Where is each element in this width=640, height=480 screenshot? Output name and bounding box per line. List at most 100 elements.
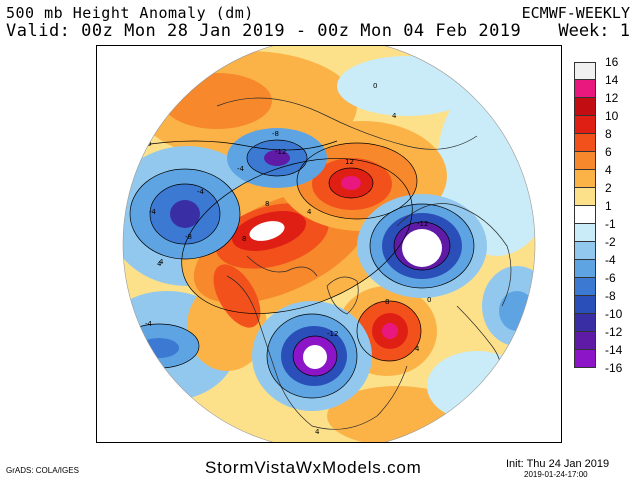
colorbar-swatch	[574, 80, 596, 98]
contour-label: 8	[385, 298, 389, 306]
colorbar-swatch	[574, 134, 596, 152]
contour-label: 8	[242, 235, 246, 243]
coastline-alaska	[246, 255, 318, 277]
contour-label: 0	[373, 82, 377, 90]
trough-north-core	[264, 150, 290, 166]
colorbar-label: 2	[605, 181, 612, 195]
contour-label: -12	[417, 220, 428, 228]
ridge-west-max	[249, 221, 285, 241]
zone-cool-lowright-core	[499, 291, 535, 331]
coastline-asia-north	[216, 97, 478, 150]
contour-trough-na-inner	[292, 335, 338, 377]
contour-trough-na	[266, 313, 358, 399]
contour-label: 4	[415, 345, 420, 353]
anomaly-map: 0 4 -8 -12 12 8 4 -4 -8 -12 8 4 0 -4 -12…	[122, 46, 536, 442]
contour-label: 8	[265, 200, 269, 208]
contour-zero-line	[136, 140, 338, 151]
run-timestamp: 2019-01-24-17:00	[524, 470, 588, 479]
contour-label: -8	[185, 233, 192, 241]
contour-label: -8	[272, 130, 279, 138]
valid-period: Valid: 00z Mon 28 Jan 2019 - 00z Mon 04 …	[6, 21, 522, 41]
contour-label: -12	[327, 330, 338, 338]
colorbar-swatch	[574, 116, 596, 134]
contour-ridge-chain	[181, 158, 413, 314]
colorbar-swatch	[574, 206, 596, 224]
coastline-greenland	[326, 276, 359, 315]
trough-asia-min	[402, 229, 442, 267]
contour-label: 12	[345, 158, 354, 166]
week-label: Week: 1	[558, 21, 630, 41]
title-line-1: 500 mb Height Anomaly (dm)	[6, 4, 254, 22]
colorbar-label: -4	[605, 253, 616, 267]
colorbar	[574, 62, 596, 368]
colorbar-label: -12	[605, 325, 623, 339]
contour-label: -12	[275, 148, 286, 156]
colorbar-swatch	[574, 242, 596, 260]
contour-trough-pacific	[129, 168, 241, 260]
contour-trough-asia-inner	[393, 221, 451, 271]
contour-ridge-siberia	[296, 142, 418, 220]
colorbar-label: -2	[605, 235, 616, 249]
trough-na-min	[303, 345, 327, 369]
contour-label: 4	[307, 208, 312, 216]
colorbar-swatch	[574, 170, 596, 188]
grads-credit: GrADS: COLA/IGES	[6, 466, 79, 475]
contour-label: 4	[157, 260, 162, 268]
colorbar-swatch	[574, 350, 596, 368]
colorbar-label: -8	[605, 289, 616, 303]
coastline-north-america	[226, 275, 408, 430]
contour-trough-asia	[369, 203, 475, 289]
colorbar-swatch	[574, 224, 596, 242]
colorbar-swatch	[574, 260, 596, 278]
disc-border	[122, 46, 536, 442]
contour-label: -4	[197, 188, 205, 196]
contour-label: 4	[159, 258, 164, 266]
colorbar-label: 8	[605, 127, 612, 141]
colorbar-swatch	[574, 314, 596, 332]
colorbar-label: -6	[605, 271, 616, 285]
colorbar-swatch	[574, 188, 596, 206]
colorbar-label: 1	[605, 199, 612, 213]
colorbar-label: -1	[605, 217, 616, 231]
colorbar-label: -10	[605, 307, 623, 321]
contour-label: -4	[237, 165, 245, 173]
contour-label: -4	[149, 208, 157, 216]
ridge-arm	[213, 264, 261, 328]
init-time: Init: Thu 24 Jan 2019	[506, 458, 610, 470]
colorbar-swatch	[574, 278, 596, 296]
colorbar-label: 16	[605, 55, 619, 69]
colorbar-label: 12	[605, 91, 619, 105]
trough-pacific-core	[170, 200, 200, 228]
contour-ridge-atlantic	[356, 300, 422, 362]
map-panel: 0 4 -8 -12 12 8 4 -4 -8 -12 8 4 0 -4 -12…	[96, 45, 562, 443]
colorbar-swatch	[574, 296, 596, 314]
colorbar-swatch	[574, 152, 596, 170]
colorbar-label: 10	[605, 109, 619, 123]
colorbar-swatch	[574, 62, 596, 80]
colorbar-swatch	[574, 98, 596, 116]
contour-trough-pacific-inner	[149, 183, 221, 245]
colorbar-label: -16	[605, 361, 623, 375]
ridge-siberia-max	[341, 176, 361, 190]
site-watermark: StormVistaWxModels.com	[205, 458, 422, 477]
contour-label: 4	[392, 112, 397, 120]
colorbar-label: 14	[605, 73, 619, 87]
coastlines	[216, 97, 512, 430]
trough-sw-core	[139, 338, 179, 358]
contour-labels: 0 4 -8 -12 12 8 4 -4 -8 -12 8 4 0 -4 -12…	[145, 82, 431, 436]
contours	[123, 139, 475, 399]
ridge-atlantic-max	[382, 323, 398, 339]
coastline-eurasia	[396, 203, 512, 307]
zone-warm-top-core	[162, 73, 272, 129]
colorbar-swatch	[574, 332, 596, 350]
contour-label: 4	[315, 428, 320, 436]
contour-label: 0	[427, 296, 431, 304]
contour-ridge-siberia-inner	[328, 167, 374, 199]
contour-label: -4	[145, 320, 153, 328]
zone-cool-bottomright	[427, 351, 527, 421]
contour-label: 0	[147, 140, 151, 148]
colorbar-label: 4	[605, 163, 612, 177]
contour-trough-north	[246, 139, 308, 177]
model-name: ECMWF-WEEKLY	[521, 4, 630, 22]
colorbar-label: 6	[605, 145, 612, 159]
